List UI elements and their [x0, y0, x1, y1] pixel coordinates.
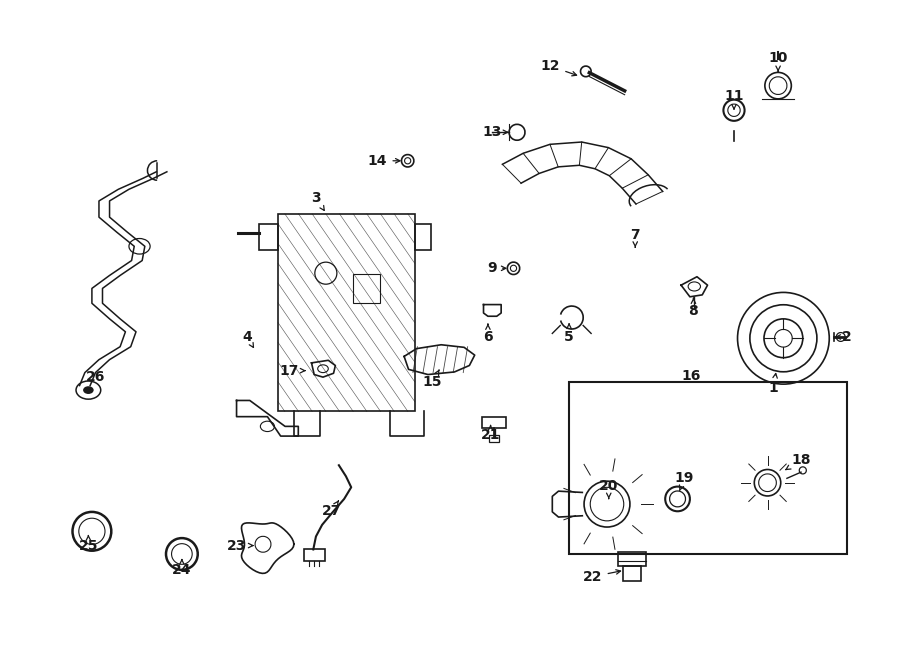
Text: 26: 26	[86, 370, 105, 384]
Bar	[623, 566, 641, 580]
Text: 12: 12	[541, 59, 577, 76]
Text: 24: 24	[172, 560, 192, 577]
Text: 8: 8	[688, 298, 698, 318]
Bar	[617, 552, 646, 566]
Bar	[489, 436, 500, 442]
Text: 7: 7	[630, 227, 640, 247]
Bar	[482, 417, 507, 428]
Text: 5: 5	[564, 324, 574, 344]
Text: 15: 15	[423, 370, 442, 389]
Text: 20: 20	[599, 479, 618, 498]
Text: 3: 3	[311, 191, 324, 210]
Text: 10: 10	[769, 52, 788, 71]
Text: 6: 6	[483, 325, 492, 344]
Text: 13: 13	[482, 126, 508, 139]
Text: 19: 19	[675, 471, 694, 490]
Text: 25: 25	[78, 535, 98, 553]
Text: 27: 27	[322, 501, 341, 518]
Text: 21: 21	[481, 426, 500, 442]
Bar	[258, 223, 278, 250]
Text: 18: 18	[786, 453, 811, 470]
Bar	[278, 214, 415, 411]
Circle shape	[83, 386, 94, 394]
Text: 4: 4	[242, 330, 254, 348]
Text: 17: 17	[280, 364, 305, 377]
Text: 11: 11	[724, 89, 743, 109]
Text: 14: 14	[368, 154, 400, 168]
Text: 9: 9	[488, 261, 506, 276]
Text: 1: 1	[769, 373, 778, 395]
Text: 22: 22	[583, 570, 620, 584]
Text: 2: 2	[836, 330, 851, 344]
Bar	[415, 223, 430, 250]
Text: 16: 16	[681, 369, 700, 383]
Text: 23: 23	[227, 539, 253, 553]
Bar	[353, 274, 380, 303]
Bar	[303, 549, 325, 561]
Bar	[569, 382, 847, 554]
